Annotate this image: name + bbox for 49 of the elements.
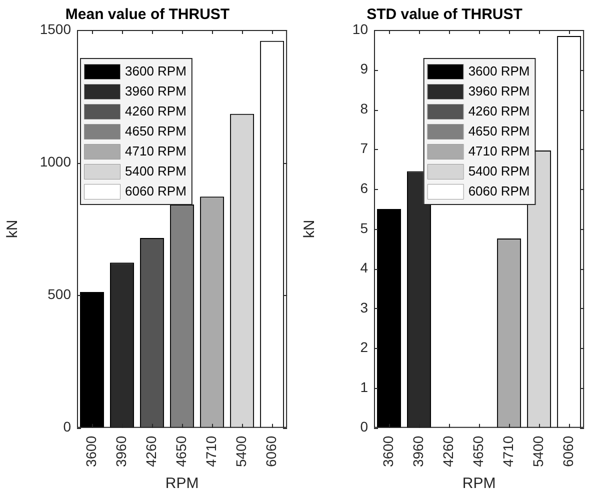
legend-label: 5400 RPM xyxy=(468,164,530,179)
legend-label: 3600 RPM xyxy=(125,64,186,79)
legend-label: 4650 RPM xyxy=(468,124,530,139)
x-tick-label: 4710 xyxy=(500,436,516,468)
x-tick-label: 3960 xyxy=(410,436,426,468)
x-tick-label: 5400 xyxy=(530,436,546,468)
y-tick-label: 7 xyxy=(360,140,368,156)
x-tick-label: 4650 xyxy=(470,436,486,468)
legend-label: 6060 RPM xyxy=(125,184,186,199)
x-tick-label: 6060 xyxy=(560,436,576,468)
y-tick-label: 4 xyxy=(360,260,368,276)
y-tick-label: 5 xyxy=(360,220,368,236)
y-tick-label: 500 xyxy=(48,286,72,302)
legend-label: 3600 RPM xyxy=(468,64,530,79)
legend-label: 4710 RPM xyxy=(125,144,186,159)
x-tick-label: 5400 xyxy=(232,436,249,468)
x-axis-title: RPM xyxy=(165,475,199,492)
chart-title: Mean value of THRUST xyxy=(65,6,230,24)
y-tick-label: 3 xyxy=(360,299,368,316)
chart-title: STD value of THRUST xyxy=(366,6,522,24)
y-tick-label: 1000 xyxy=(40,153,72,170)
x-axis-title: RPM xyxy=(462,475,496,492)
legend-label: 4710 RPM xyxy=(468,144,530,159)
y-tick-label: 0 xyxy=(63,418,72,435)
y-tick-label: 2 xyxy=(360,339,368,356)
x-tick-label: 3600 xyxy=(380,436,396,468)
x-tick-label: 6060 xyxy=(262,436,279,468)
legend-label: 3960 RPM xyxy=(468,84,530,99)
x-tick-label: 3960 xyxy=(112,436,129,468)
y-axis-title: kN xyxy=(301,220,318,238)
y-tick-label: 10 xyxy=(352,20,368,37)
legend-label: 4260 RPM xyxy=(125,104,186,119)
y-axis-title: kN xyxy=(4,220,22,238)
legend-label: 6060 RPM xyxy=(468,184,530,199)
x-tick-label: 4260 xyxy=(142,436,159,468)
y-tick-label: 6 xyxy=(360,180,368,196)
y-tick-label: 0 xyxy=(360,418,368,435)
y-tick-label: 1 xyxy=(360,378,368,395)
x-tick-label: 3600 xyxy=(82,436,99,468)
x-tick-label: 4650 xyxy=(172,436,189,468)
y-tick-label: 9 xyxy=(360,60,368,77)
x-tick-label: 4710 xyxy=(202,436,219,468)
legend-label: 3960 RPM xyxy=(125,84,186,99)
y-tick-label: 8 xyxy=(360,100,368,116)
y-tick-label: 1500 xyxy=(40,20,72,37)
x-tick-label: 4260 xyxy=(440,436,456,468)
legend-label: 5400 RPM xyxy=(125,164,186,179)
legend-label: 4650 RPM xyxy=(125,124,186,139)
legend-label: 4260 RPM xyxy=(468,104,530,119)
